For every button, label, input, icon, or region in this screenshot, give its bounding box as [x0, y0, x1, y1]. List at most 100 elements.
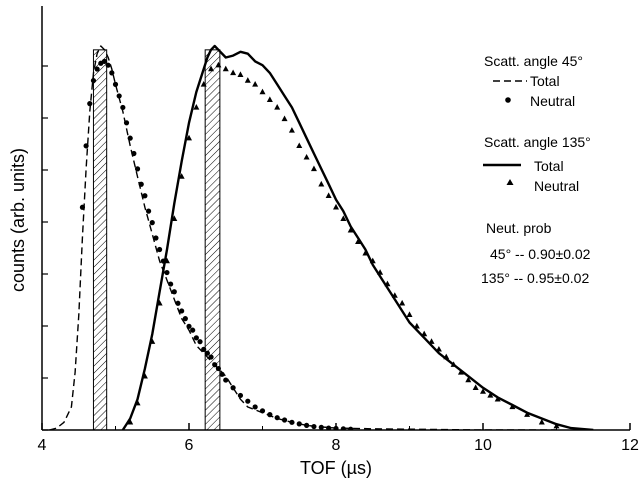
point-neutral-135	[208, 65, 215, 72]
point-neutral-45	[87, 101, 93, 107]
x-tick-label: 8	[332, 437, 341, 454]
hatched-window-1	[204, 49, 221, 431]
point-neutral-45	[340, 426, 346, 430]
point-neutral-135	[538, 418, 545, 425]
point-neutral-45	[197, 339, 203, 345]
point-neutral-45	[131, 150, 137, 157]
point-neutral-135	[399, 299, 406, 306]
point-neutral-45	[83, 143, 89, 149]
point-neutral-45	[259, 408, 266, 414]
point-neutral-45	[182, 316, 188, 322]
point-neutral-45	[245, 398, 251, 404]
point-neutral-45	[274, 415, 280, 421]
point-neutral-45	[193, 335, 199, 341]
note-line-45: 45° -- 0.90±0.02	[490, 246, 591, 262]
x-tick-label: 10	[474, 437, 492, 454]
point-neutral-45	[171, 289, 177, 295]
point-neutral-135	[200, 81, 207, 87]
point-neutral-45	[101, 58, 108, 64]
point-neutral-45	[201, 346, 207, 352]
line-total-135	[121, 44, 594, 430]
x-tick-label: 12	[621, 437, 639, 454]
y-axis-label: counts (arb. units)	[8, 148, 28, 292]
point-neutral-45	[219, 371, 225, 377]
point-neutral-45	[153, 235, 159, 241]
point-neutral-135	[472, 384, 479, 390]
point-neutral-45	[281, 417, 288, 423]
x-tick-label: 6	[185, 437, 194, 454]
point-neutral-135	[274, 104, 281, 110]
point-neutral-135	[428, 338, 435, 344]
point-neutral-135	[266, 96, 273, 102]
point-neutral-45	[94, 66, 100, 72]
point-neutral-135	[480, 388, 486, 394]
point-neutral-135	[494, 395, 501, 402]
series-layer	[49, 44, 594, 430]
point-neutral-135	[457, 369, 464, 375]
point-neutral-45	[304, 422, 310, 428]
point-neutral-135	[222, 65, 229, 72]
point-neutral-45	[138, 181, 144, 187]
point-neutral-135	[553, 422, 560, 429]
point-neutral-135	[318, 180, 325, 187]
point-neutral-45	[289, 419, 295, 425]
point-neutral-135	[443, 353, 450, 360]
note-title: Neut. prob	[486, 220, 552, 236]
point-neutral-135	[421, 330, 428, 337]
point-neutral-135	[340, 215, 347, 221]
point-neutral-45	[179, 308, 185, 314]
hatched-window-0	[92, 49, 108, 431]
point-neutral-135	[296, 142, 303, 149]
legend-title-45: Scatt. angle 45°	[484, 53, 583, 69]
point-neutral-135	[141, 372, 148, 379]
point-neutral-45	[105, 62, 111, 68]
point-neutral-45	[164, 269, 170, 276]
point-neutral-45	[267, 412, 273, 418]
point-neutral-45	[348, 426, 354, 430]
point-neutral-45	[186, 323, 192, 329]
point-neutral-135	[325, 192, 332, 198]
point-neutral-135	[163, 257, 170, 264]
point-neutral-135	[413, 322, 420, 329]
hatched-windows	[92, 49, 221, 431]
point-neutral-45	[175, 300, 181, 306]
point-neutral-45	[208, 354, 214, 360]
point-neutral-135	[450, 361, 457, 367]
point-neutral-45	[230, 385, 236, 391]
point-neutral-135	[281, 115, 288, 122]
legend-label-neutral-135: Neutral	[534, 178, 579, 194]
point-neutral-45	[168, 281, 174, 287]
point-neutral-135	[355, 238, 362, 245]
point-neutral-135	[347, 226, 354, 233]
point-neutral-135	[149, 338, 156, 344]
legend-title-135: Scatt. angle 135°	[484, 134, 591, 150]
point-neutral-135	[127, 418, 134, 425]
point-neutral-135	[435, 345, 442, 352]
point-neutral-135	[186, 134, 192, 141]
point-neutral-45	[204, 350, 210, 356]
point-neutral-135	[178, 173, 185, 179]
point-neutral-135	[244, 77, 251, 83]
point-neutral-45	[145, 208, 152, 214]
point-neutral-135	[487, 392, 494, 398]
point-neutral-45	[123, 120, 130, 126]
point-neutral-45	[237, 392, 244, 399]
point-neutral-45	[127, 135, 133, 141]
point-neutral-45	[112, 81, 119, 87]
note-line-135: 135° -- 0.95±0.02	[481, 270, 589, 286]
point-neutral-135	[215, 61, 222, 68]
neutral-probability-note: Neut. prob 45° -- 0.90±0.02 135° -- 0.95…	[481, 220, 591, 286]
x-ticks: 4 6 8 10 12	[38, 423, 639, 454]
point-neutral-45	[326, 425, 332, 430]
point-neutral-135	[193, 104, 200, 110]
point-neutral-135	[377, 269, 384, 275]
point-neutral-135	[310, 165, 317, 172]
point-neutral-135	[237, 71, 244, 77]
legend-marker-circle	[505, 97, 511, 103]
point-neutral-135	[230, 69, 237, 76]
point-neutral-135	[384, 280, 391, 287]
point-neutral-135	[333, 203, 339, 210]
point-neutral-45	[157, 246, 163, 253]
point-neutral-45	[190, 327, 196, 333]
